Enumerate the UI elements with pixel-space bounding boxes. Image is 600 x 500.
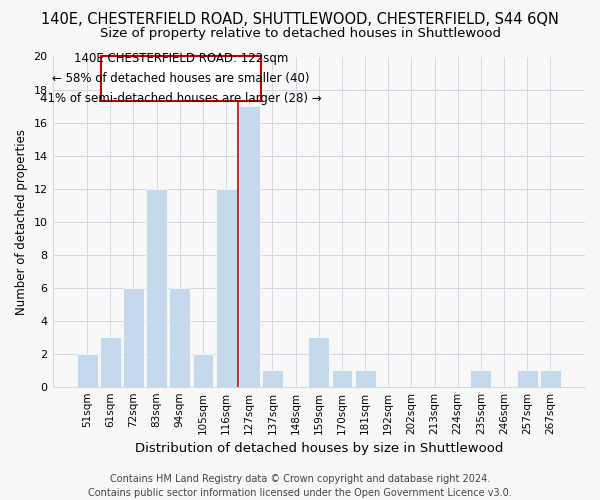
Bar	[193, 354, 214, 386]
Y-axis label: Number of detached properties: Number of detached properties	[15, 128, 28, 314]
X-axis label: Distribution of detached houses by size in Shuttlewood: Distribution of detached houses by size …	[134, 442, 503, 455]
Text: 140E CHESTERFIELD ROAD: 122sqm
← 58% of detached houses are smaller (40)
41% of : 140E CHESTERFIELD ROAD: 122sqm ← 58% of …	[40, 52, 322, 106]
Bar	[169, 288, 190, 386]
Bar	[355, 370, 376, 386]
Text: Contains HM Land Registry data © Crown copyright and database right 2024.
Contai: Contains HM Land Registry data © Crown c…	[88, 474, 512, 498]
FancyBboxPatch shape	[101, 56, 261, 101]
Bar	[470, 370, 491, 386]
Bar	[77, 354, 98, 386]
Bar	[239, 106, 260, 386]
Bar	[100, 337, 121, 386]
Bar	[517, 370, 538, 386]
Bar	[216, 188, 236, 386]
Bar	[262, 370, 283, 386]
Bar	[123, 288, 144, 386]
Bar	[146, 188, 167, 386]
Text: Size of property relative to detached houses in Shuttlewood: Size of property relative to detached ho…	[100, 28, 500, 40]
Text: 140E, CHESTERFIELD ROAD, SHUTTLEWOOD, CHESTERFIELD, S44 6QN: 140E, CHESTERFIELD ROAD, SHUTTLEWOOD, CH…	[41, 12, 559, 28]
Bar	[332, 370, 352, 386]
Bar	[308, 337, 329, 386]
Bar	[540, 370, 561, 386]
